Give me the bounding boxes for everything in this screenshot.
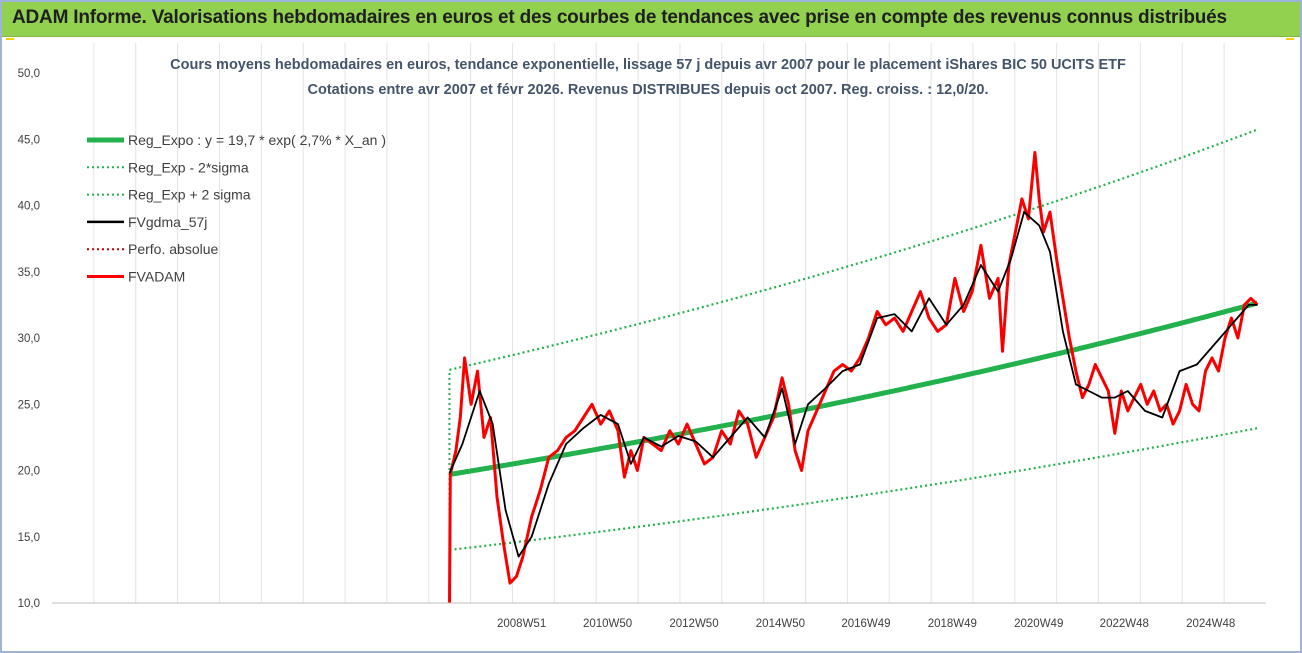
x-tick-label: 2014W50 bbox=[756, 618, 805, 630]
x-tick-label: 2022W48 bbox=[1100, 618, 1149, 630]
y-tick-label: 40,0 bbox=[18, 201, 40, 213]
y-tick-label: 15,0 bbox=[18, 532, 40, 544]
legend-label: FVgdma_57j bbox=[128, 214, 207, 230]
series-fvgdma-57j bbox=[448, 211, 1258, 558]
series-fvadam bbox=[448, 151, 1259, 604]
price-series bbox=[448, 151, 1259, 604]
y-tick-label: 35,0 bbox=[18, 267, 40, 279]
legend-label: Reg_Exp + 2 sigma bbox=[128, 187, 251, 203]
selection-handle[interactable] bbox=[1286, 38, 1294, 40]
report-title: ADAM Informe. Valorisations hebdomadaire… bbox=[12, 7, 1227, 28]
y-tick-label: 20,0 bbox=[18, 466, 40, 478]
series-reg-exp-plus-2sigma bbox=[449, 128, 1258, 371]
legend-label: Perfo. absolue bbox=[128, 241, 218, 257]
gridlines bbox=[93, 43, 1225, 603]
legend-label: Reg_Expo : y = 19,7 * exp( 2,7% * X_an ) bbox=[128, 132, 386, 148]
y-tick-label: 10,0 bbox=[18, 598, 40, 610]
x-tick-label: 2012W50 bbox=[669, 618, 718, 630]
chart-title: Cours moyens hebdomadaires en euros, ten… bbox=[170, 57, 1126, 73]
y-tick-label: 50,0 bbox=[18, 68, 40, 80]
x-tick-label: 2016W49 bbox=[841, 618, 890, 630]
x-tick-label: 2020W49 bbox=[1014, 618, 1063, 630]
selection-handle[interactable] bbox=[6, 38, 14, 40]
legend: Reg_Expo : y = 19,7 * exp( 2,7% * X_an )… bbox=[87, 132, 386, 285]
series-perfo-absolue bbox=[449, 152, 1258, 604]
header-bar: ADAM Informe. Valorisations hebdomadaire… bbox=[2, 2, 1300, 37]
x-tick-label: 2010W50 bbox=[583, 618, 632, 630]
series-reg-exp-minus-2sigma bbox=[449, 427, 1258, 552]
series-reg-expo bbox=[449, 300, 1259, 477]
chart-subtitle: Cotations entre avr 2007 et févr 2026. R… bbox=[308, 82, 989, 98]
sigma-bands bbox=[448, 128, 1258, 552]
legend-label: Reg_Exp - 2*sigma bbox=[128, 159, 249, 175]
regression-line bbox=[449, 300, 1259, 477]
x-tick-label: 2008W51 bbox=[497, 618, 546, 630]
y-tick-label: 25,0 bbox=[18, 399, 40, 411]
legend-label: FVADAM bbox=[128, 269, 185, 285]
axes: 10,0 15,0 20,0 25,0 30,0 35,0 40,0 45,0 50,0 2008… bbox=[18, 68, 1266, 630]
y-tick-label: 30,0 bbox=[18, 333, 40, 345]
x-tick-label: 2018W49 bbox=[928, 618, 977, 630]
y-tick-label: 45,0 bbox=[18, 134, 40, 146]
x-tick-label: 2024W48 bbox=[1186, 618, 1235, 630]
